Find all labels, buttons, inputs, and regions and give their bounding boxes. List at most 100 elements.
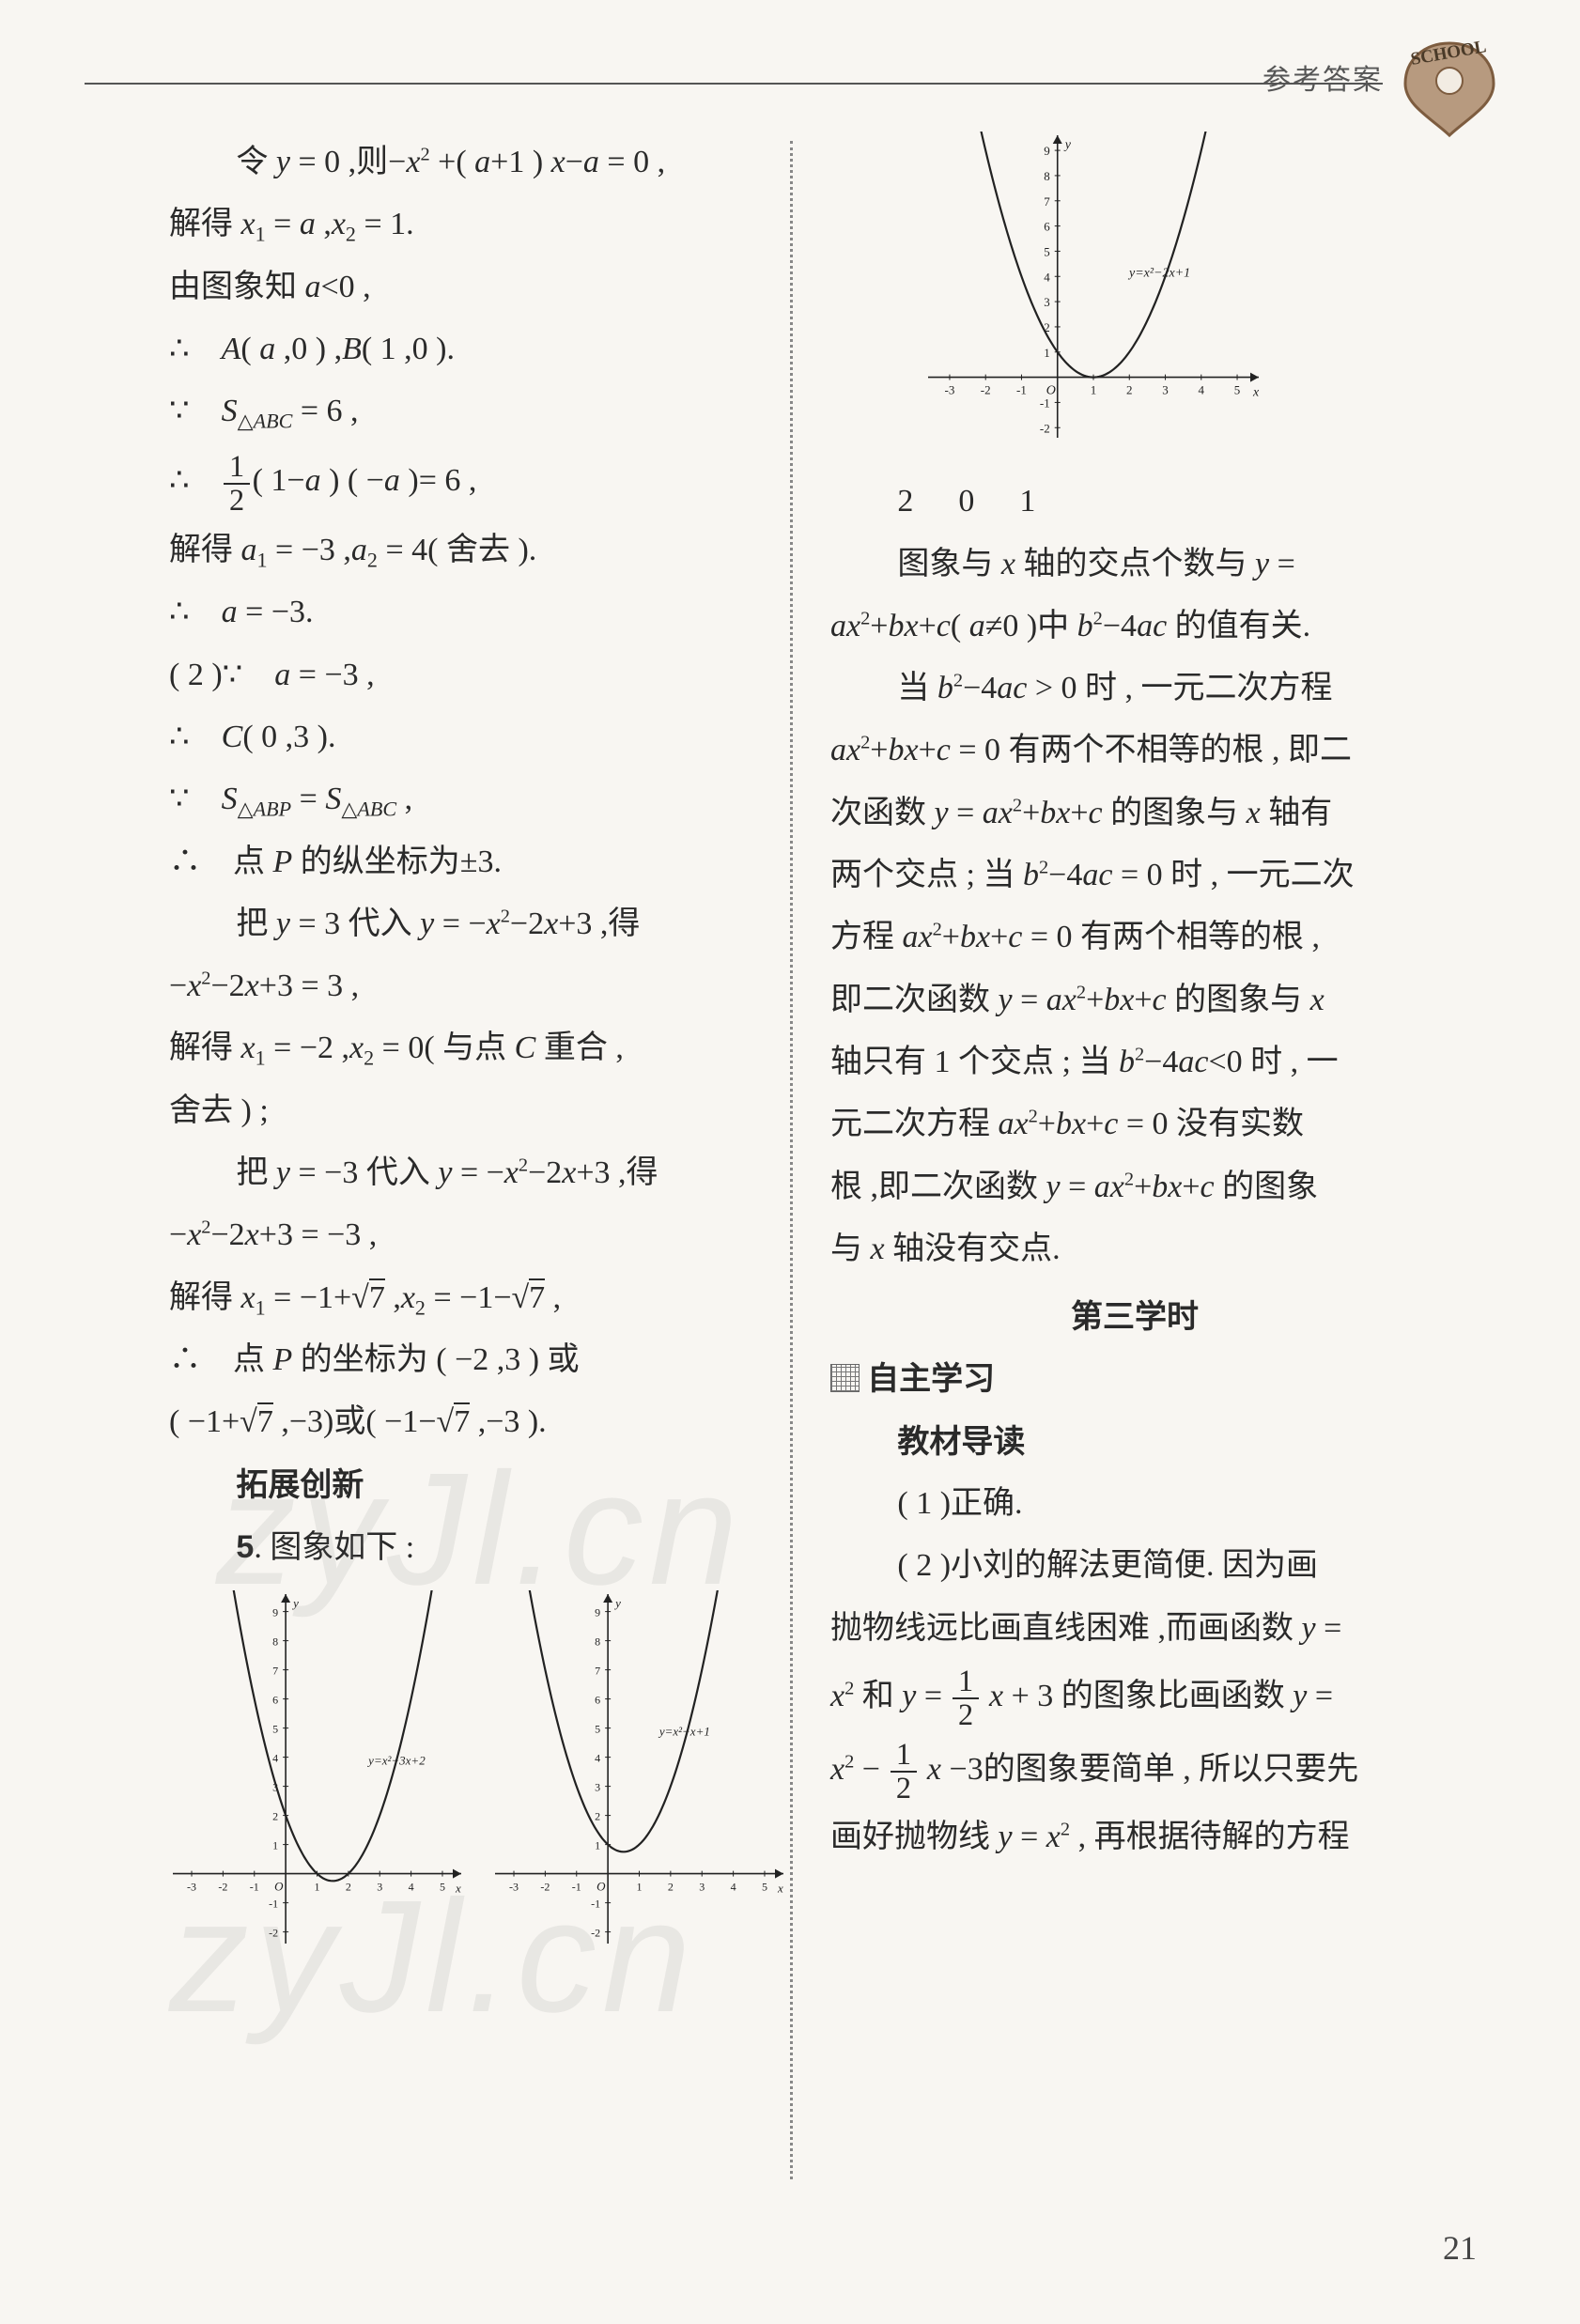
para-line: 轴只有 1 个交点 ; 当 b2−4ac<0 时 , 一 xyxy=(830,1031,1439,1093)
svg-text:y: y xyxy=(613,1596,621,1610)
math-line: 解得 x1 = −2 ,x2 = 0( 与点 C 重合 , xyxy=(169,1017,752,1079)
svg-text:1: 1 xyxy=(1091,383,1097,397)
svg-text:5: 5 xyxy=(595,1723,600,1736)
para-line: 两个交点 ; 当 b2−4ac = 0 时 , 一元二次 xyxy=(830,844,1439,906)
para-line: 元二次方程 ax2+bx+c = 0 没有实数 xyxy=(830,1093,1439,1155)
para-line: ( 1 )正确. xyxy=(830,1473,1439,1535)
lesson-heading: 第三学时 xyxy=(830,1286,1439,1348)
svg-text:2: 2 xyxy=(668,1881,674,1894)
section-heading: 自主学习 xyxy=(830,1348,1439,1410)
svg-text:3: 3 xyxy=(595,1781,600,1794)
para-line: 图象与 x 轴的交点个数与 y = xyxy=(830,534,1439,596)
svg-text:-3: -3 xyxy=(945,383,955,397)
math-line: ∴ 12( 1−a ) ( −a )= 6 , xyxy=(169,442,752,519)
svg-text:-2: -2 xyxy=(591,1927,600,1940)
math-line: ∴ a = −3. xyxy=(169,581,752,643)
svg-text:3: 3 xyxy=(377,1881,382,1894)
svg-text:2: 2 xyxy=(346,1881,351,1894)
svg-text:1: 1 xyxy=(315,1881,320,1894)
svg-text:-1: -1 xyxy=(591,1898,600,1911)
math-line: 解得 a1 = −3 ,a2 = 4( 舍去 ). xyxy=(169,519,752,581)
svg-text:-1: -1 xyxy=(1040,395,1050,410)
svg-text:4: 4 xyxy=(731,1881,736,1894)
svg-text:6: 6 xyxy=(595,1694,600,1707)
svg-text:4: 4 xyxy=(1199,383,1205,397)
svg-text:5: 5 xyxy=(272,1723,278,1736)
svg-text:1: 1 xyxy=(637,1881,643,1894)
two-column-layout: 令 y = 0 ,则−x2 +( a+1 ) x−a = 0 , 解得 x1 =… xyxy=(85,132,1495,2198)
svg-text:4: 4 xyxy=(409,1881,414,1894)
math-line: ( −1+√7 ,−3)或( −1−√7 ,−3 ). xyxy=(169,1391,752,1453)
svg-text:y=x²−x+1: y=x²−x+1 xyxy=(658,1724,710,1738)
svg-text:3: 3 xyxy=(1044,295,1050,309)
svg-text:1: 1 xyxy=(1044,346,1050,360)
svg-text:5: 5 xyxy=(1234,383,1241,397)
para-line: 与 x 轴没有交点. xyxy=(830,1218,1439,1280)
svg-text:3: 3 xyxy=(1162,383,1169,397)
svg-text:5: 5 xyxy=(440,1881,445,1894)
math-line: ∴ C( 0 ,3 ). xyxy=(169,706,752,768)
para-line: ax2+bx+c( a≠0 )中 b2−4ac 的值有关. xyxy=(830,596,1439,658)
svg-text:y: y xyxy=(1063,138,1072,152)
svg-text:3: 3 xyxy=(699,1881,705,1894)
para-line: ( 2 )小刘的解法更简便. 因为画 xyxy=(830,1535,1439,1597)
grid-icon xyxy=(830,1364,860,1393)
school-logo: SCHOOL xyxy=(1394,32,1505,147)
svg-text:4: 4 xyxy=(272,1752,278,1765)
left-column: 令 y = 0 ,则−x2 +( a+1 ) x−a = 0 , 解得 x1 =… xyxy=(85,132,790,2198)
math-line: 解得 x1 = a ,x2 = 1. xyxy=(169,194,752,256)
svg-text:-2: -2 xyxy=(981,383,991,397)
math-line: ∴ 点 P 的坐标为 ( −2 ,3 ) 或 xyxy=(169,1329,752,1391)
subheading: 拓展创新 xyxy=(169,1454,752,1516)
math-line: −x2−2x+3 = −3 , xyxy=(169,1204,752,1266)
chart-small-2: -3-2-112345123456789-1-2Oxyy=x²−x+1 xyxy=(491,1590,787,1969)
right-column: -3-2-112345123456789-1-2Oxyy=x²−2x+1 2 0… xyxy=(793,132,1495,2198)
svg-text:-3: -3 xyxy=(187,1881,196,1894)
svg-text:O: O xyxy=(274,1880,284,1894)
svg-text:4: 4 xyxy=(595,1752,600,1765)
header-rule xyxy=(85,83,1383,85)
svg-text:-2: -2 xyxy=(269,1927,278,1940)
math-line: −x2−2x+3 = 3 , xyxy=(169,955,752,1017)
math-line: 舍去 ) ; xyxy=(169,1080,752,1142)
para-line: 根 ,即二次函数 y = ax2+bx+c 的图象 xyxy=(830,1156,1439,1218)
math-line: ∵ S△ABP = S△ABC , xyxy=(169,768,752,830)
math-line: 5. 图象如下 : xyxy=(169,1516,752,1579)
svg-text:2: 2 xyxy=(595,1810,600,1823)
svg-text:7: 7 xyxy=(272,1665,278,1678)
para-line: x2 − 12 x −3的图象要简单 , 所以只要先 xyxy=(830,1733,1439,1806)
svg-text:6: 6 xyxy=(1044,220,1050,234)
svg-text:O: O xyxy=(596,1880,606,1894)
svg-text:-1: -1 xyxy=(572,1881,581,1894)
svg-text:5: 5 xyxy=(1044,244,1050,258)
svg-text:y=x²−3x+2: y=x²−3x+2 xyxy=(366,1753,426,1767)
svg-text:1: 1 xyxy=(595,1839,600,1852)
math-line: 把 y = 3 代入 y = −x2−2x+3 ,得 xyxy=(169,893,752,955)
svg-text:x: x xyxy=(455,1882,461,1896)
svg-text:6: 6 xyxy=(272,1694,278,1707)
para-line: ax2+bx+c = 0 有两个不相等的根 , 即二 xyxy=(830,720,1439,782)
svg-text:-1: -1 xyxy=(1016,383,1027,397)
svg-text:7: 7 xyxy=(1044,194,1050,209)
svg-text:y=x²−2x+1: y=x²−2x+1 xyxy=(1127,266,1190,280)
math-line: 令 y = 0 ,则−x2 +( a+1 ) x−a = 0 , xyxy=(169,132,752,194)
math-line: ( 2 )∵ a = −3 , xyxy=(169,644,752,706)
svg-text:9: 9 xyxy=(595,1606,600,1619)
svg-text:2: 2 xyxy=(1126,383,1133,397)
svg-text:7: 7 xyxy=(595,1665,600,1678)
math-line: 把 y = −3 代入 y = −x2−2x+3 ,得 xyxy=(169,1142,752,1204)
header-label: 参考答案 xyxy=(1262,56,1383,98)
math-line: 由图象知 a<0 , xyxy=(169,256,752,318)
svg-text:-2: -2 xyxy=(218,1881,227,1894)
svg-text:8: 8 xyxy=(595,1635,600,1649)
chart-small-1: -3-2-112345123456789-1-2Oxyy=x²−3x+2 xyxy=(169,1590,465,1969)
svg-text:-2: -2 xyxy=(540,1881,550,1894)
svg-text:x: x xyxy=(777,1882,783,1896)
svg-text:-1: -1 xyxy=(250,1881,259,1894)
math-line: ∴ A( a ,0 ) ,B( 1 ,0 ). xyxy=(169,318,752,380)
page-number: 21 xyxy=(1443,2228,1477,2268)
svg-text:-3: -3 xyxy=(509,1881,519,1894)
number-row: 2 0 1 xyxy=(830,471,1439,533)
svg-text:-1: -1 xyxy=(269,1898,278,1911)
svg-text:2: 2 xyxy=(272,1810,278,1823)
